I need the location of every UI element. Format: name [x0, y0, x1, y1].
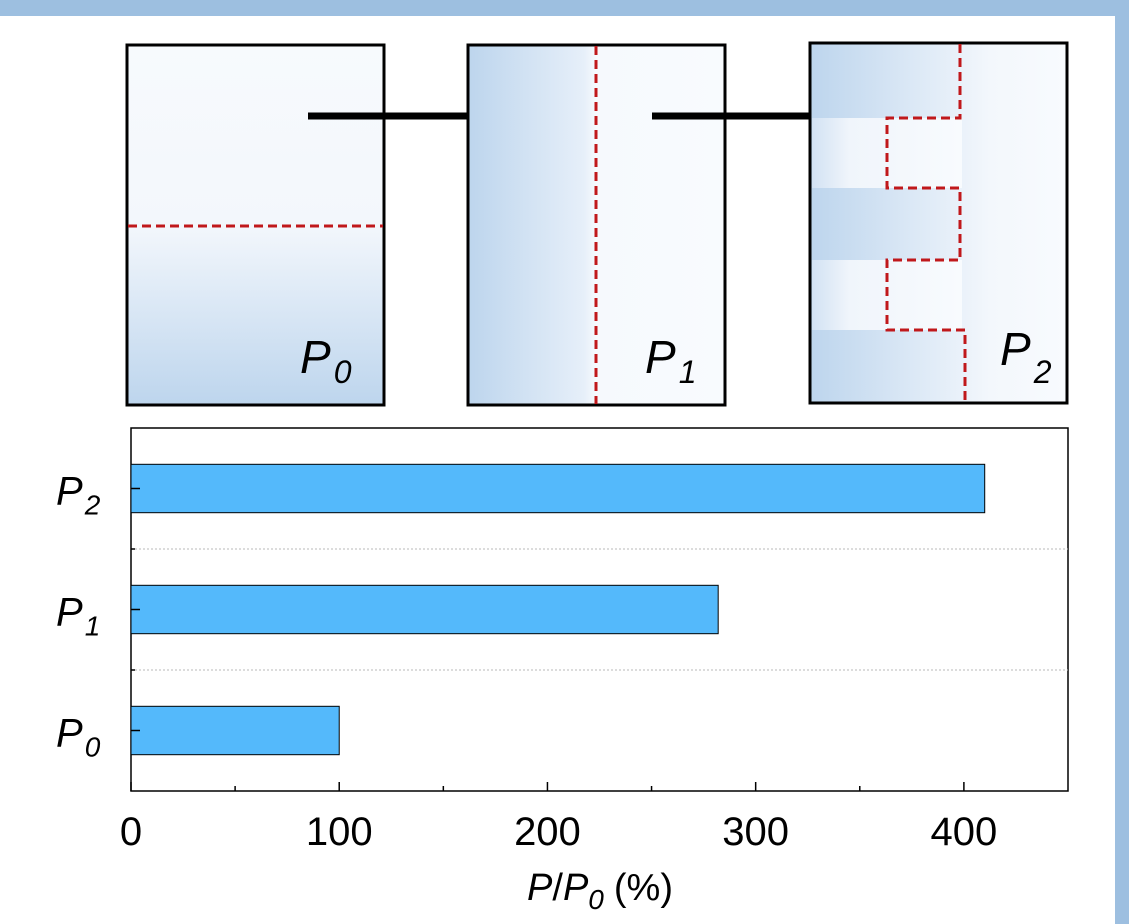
x-axis-label-p0: P — [563, 867, 589, 909]
panel-p2-label-sub: 2 — [1033, 354, 1052, 390]
x-tick-labels: 0 100 200 300 400 — [120, 810, 997, 854]
x-axis-label-sub: 0 — [588, 884, 604, 915]
x-tick-label: 300 — [722, 810, 789, 854]
y-tick-label-sub: 0 — [85, 732, 101, 763]
y-tick-label: P0 — [56, 712, 101, 763]
y-tick-label: P2 — [56, 470, 101, 521]
bar-p1 — [130, 584, 719, 635]
frame-right-border — [1115, 0, 1129, 924]
y-tick-label: P1 — [56, 591, 100, 642]
y-tick-label-main: P — [56, 470, 83, 514]
panel-p1-box — [466, 43, 727, 407]
panel-p2-box — [808, 41, 1069, 405]
x-axis-label-p: P — [527, 867, 553, 909]
y-ticks — [131, 487, 140, 732]
frame-top-border — [0, 0, 1129, 16]
x-axis-label: P/P0 (%) — [527, 867, 673, 915]
x-tick-label: 200 — [514, 810, 581, 854]
panel-p1-label-sub: 1 — [679, 354, 697, 390]
y-tick-label-main: P — [56, 712, 83, 756]
y-tick-label-sub: 1 — [85, 611, 101, 642]
panel-p1: P1 — [466, 43, 727, 407]
panel-p0: P0 — [125, 43, 386, 407]
x-tick-label: 400 — [931, 810, 998, 854]
panel-p2: P2 — [808, 41, 1069, 405]
x-ticks — [130, 782, 965, 791]
bar-p0 — [130, 705, 340, 756]
x-tick-label: 100 — [306, 810, 373, 854]
panel-p2-interface-line — [885, 44, 967, 402]
bars — [130, 463, 986, 756]
x-tick-label: 0 — [120, 810, 142, 854]
bar-p2 — [130, 463, 986, 514]
panel-p0-label-sub: 0 — [334, 354, 352, 390]
y-tick-label-main: P — [56, 591, 83, 635]
y-tick-label-sub: 2 — [84, 490, 101, 521]
x-axis-label-slash: / — [552, 867, 563, 909]
grid-lines — [131, 548, 1068, 671]
x-axis-label-unit: (%) — [614, 867, 673, 909]
